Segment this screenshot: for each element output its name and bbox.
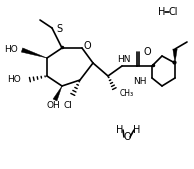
Polygon shape bbox=[21, 48, 47, 58]
Text: NH: NH bbox=[133, 78, 147, 87]
Text: O: O bbox=[123, 132, 131, 142]
Text: O: O bbox=[83, 41, 91, 51]
Text: O: O bbox=[144, 47, 152, 57]
Text: H: H bbox=[133, 125, 141, 135]
Text: S: S bbox=[56, 24, 62, 34]
Text: OH: OH bbox=[46, 102, 60, 111]
Text: H: H bbox=[116, 125, 124, 135]
Text: CH₃: CH₃ bbox=[120, 90, 134, 99]
Text: H: H bbox=[158, 7, 166, 17]
Text: HO: HO bbox=[7, 76, 21, 84]
Text: Cl: Cl bbox=[168, 7, 178, 17]
Polygon shape bbox=[53, 86, 62, 101]
Polygon shape bbox=[173, 49, 177, 63]
Text: HN: HN bbox=[117, 54, 131, 64]
Text: Cl: Cl bbox=[64, 101, 72, 110]
Text: HO: HO bbox=[4, 45, 18, 54]
